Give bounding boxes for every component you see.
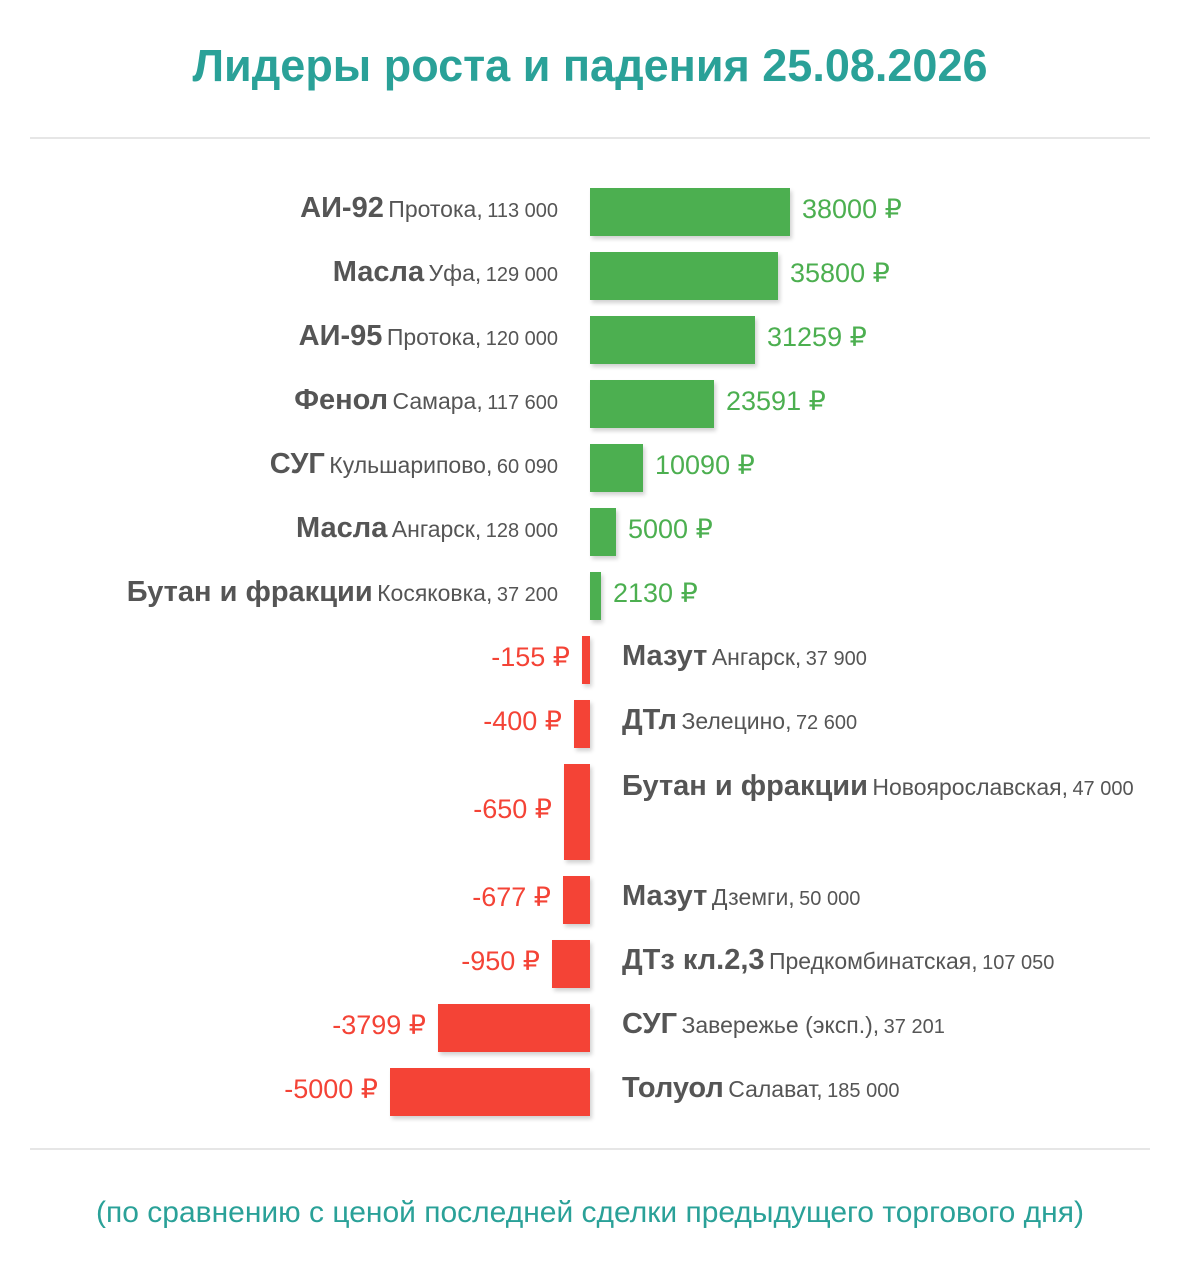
bar-value-label: 5000 ₽ — [628, 514, 713, 544]
chart-bar — [590, 380, 714, 428]
price-volume: 117 600 — [487, 392, 558, 414]
price-volume: 60 090 — [496, 456, 558, 478]
price-volume: 113 000 — [487, 200, 558, 222]
price-volume: 107 050 — [982, 952, 1055, 974]
chart-bar — [552, 940, 590, 988]
product-name: Фенол — [294, 384, 389, 416]
delivery-location: Ангарск, — [391, 516, 482, 542]
price-volume: 37 201 — [883, 1016, 945, 1038]
bar-category-label: Бутан и фракции Новоярославская, 47 000 — [622, 762, 1142, 815]
bar-value-label: 23591 ₽ — [726, 386, 826, 416]
chart-bar — [582, 636, 590, 684]
product-name: СУГ — [622, 1008, 678, 1040]
product-name: Бутан и фракции — [622, 770, 868, 802]
product-name: Мазут — [622, 640, 708, 672]
bar-category-label: Мазут Ангарск, 37 900 — [622, 640, 867, 673]
delivery-location: Дземги, — [711, 884, 795, 910]
chart-title: Лидеры роста и падения 25.08.2026 — [192, 40, 988, 91]
bar-category-label: СУГ Заверeжье (эксп.), 37 201 — [622, 1008, 945, 1041]
delivery-location: Самара, — [392, 388, 483, 414]
price-volume: 120 000 — [485, 328, 558, 350]
bar-category-label: Масла Ангарск, 128 000 — [296, 512, 558, 545]
bar-value-label: -400 ₽ — [483, 706, 562, 736]
product-name: СУГ — [269, 448, 325, 480]
bar-value-label: 38000 ₽ — [802, 194, 902, 224]
bar-category-label: Бутан и фракции Косяковка, 37 200 — [127, 576, 558, 609]
bar-value-label: 10090 ₽ — [655, 450, 755, 480]
price-volume: 47 000 — [1072, 778, 1134, 800]
price-volume: 50 000 — [799, 888, 861, 910]
top-divider — [30, 137, 1150, 139]
bar-category-label: Масла Уфа, 129 000 — [333, 256, 558, 289]
bar-value-label: -5000 ₽ — [284, 1074, 378, 1104]
product-name: ДТз кл.2,3 — [622, 944, 765, 976]
bar-category-label: ДТл Зелецино, 72 600 — [622, 704, 857, 737]
delivery-location: Предкомбинатская, — [768, 948, 978, 974]
delivery-location: Салават, — [728, 1076, 823, 1102]
delivery-location: Заверeжье (эксп.), — [681, 1012, 880, 1038]
chart-bar — [563, 876, 590, 924]
price-volume: 72 600 — [795, 712, 858, 734]
bar-category-label: АИ-92 Протока, 113 000 — [300, 192, 558, 225]
chart-bar — [564, 764, 590, 860]
delivery-location: Уфа, — [428, 260, 482, 286]
chart-bar — [438, 1004, 590, 1052]
product-name: ДТл — [622, 704, 677, 736]
delivery-location: Ангарск, — [711, 644, 802, 670]
bar-value-label: 35800 ₽ — [790, 258, 890, 288]
price-volume: 129 000 — [485, 264, 558, 286]
chart-bar — [590, 572, 601, 620]
bottom-divider — [30, 1148, 1150, 1150]
bar-value-label: -3799 ₽ — [332, 1010, 426, 1040]
bar-category-label: Толуол Салават, 185 000 — [622, 1072, 899, 1105]
product-name: АИ-95 — [298, 320, 383, 352]
bar-value-label: 31259 ₽ — [767, 322, 867, 352]
product-name: Толуол — [622, 1072, 724, 1104]
delivery-location: Протока, — [388, 196, 483, 222]
product-name: Мазут — [622, 880, 708, 912]
bar-value-label: 2130 ₽ — [613, 578, 698, 608]
product-name: Масла — [296, 512, 388, 544]
chart-bar — [574, 700, 590, 748]
bar-value-label: -950 ₽ — [461, 946, 540, 976]
bar-category-label: СУГ Кульшарипово, 60 090 — [270, 448, 558, 481]
chart-footnote: (по сравнению с ценой последней сделки п… — [96, 1196, 1084, 1229]
price-volume: 37 200 — [496, 584, 558, 606]
chart-bar — [390, 1068, 590, 1116]
bar-category-label: АИ-95 Протока, 120 000 — [299, 320, 558, 353]
chart-bar — [590, 188, 790, 236]
product-name: Бутан и фракции — [126, 576, 373, 608]
bar-value-label: -155 ₽ — [491, 642, 570, 672]
price-volume: 185 000 — [827, 1080, 900, 1102]
delivery-location: Протока, — [386, 324, 482, 350]
bar-value-label: -677 ₽ — [472, 882, 551, 912]
chart-bar — [590, 508, 616, 556]
product-name: Масла — [332, 256, 425, 288]
delivery-location: Зелецино, — [681, 708, 792, 734]
delivery-location: Косяковка, — [377, 580, 493, 606]
delivery-location: Новоярославская, — [872, 774, 1068, 800]
bar-category-label: ДТз кл.2,3 Предкомбинатская, 107 050 — [622, 944, 1054, 977]
price-volume: 37 900 — [805, 648, 867, 670]
chart-bar — [590, 444, 643, 492]
price-volume: 128 000 — [485, 520, 558, 542]
product-name: АИ-92 — [300, 192, 384, 224]
bar-value-label: -650 ₽ — [473, 794, 552, 824]
chart-bar — [590, 316, 755, 364]
chart-bar — [590, 252, 778, 300]
delivery-location: Кульшарипово, — [329, 452, 493, 478]
bar-category-label: Мазут Дземги, 50 000 — [622, 880, 860, 913]
bar-category-label: Фенол Самара, 117 600 — [294, 384, 558, 417]
